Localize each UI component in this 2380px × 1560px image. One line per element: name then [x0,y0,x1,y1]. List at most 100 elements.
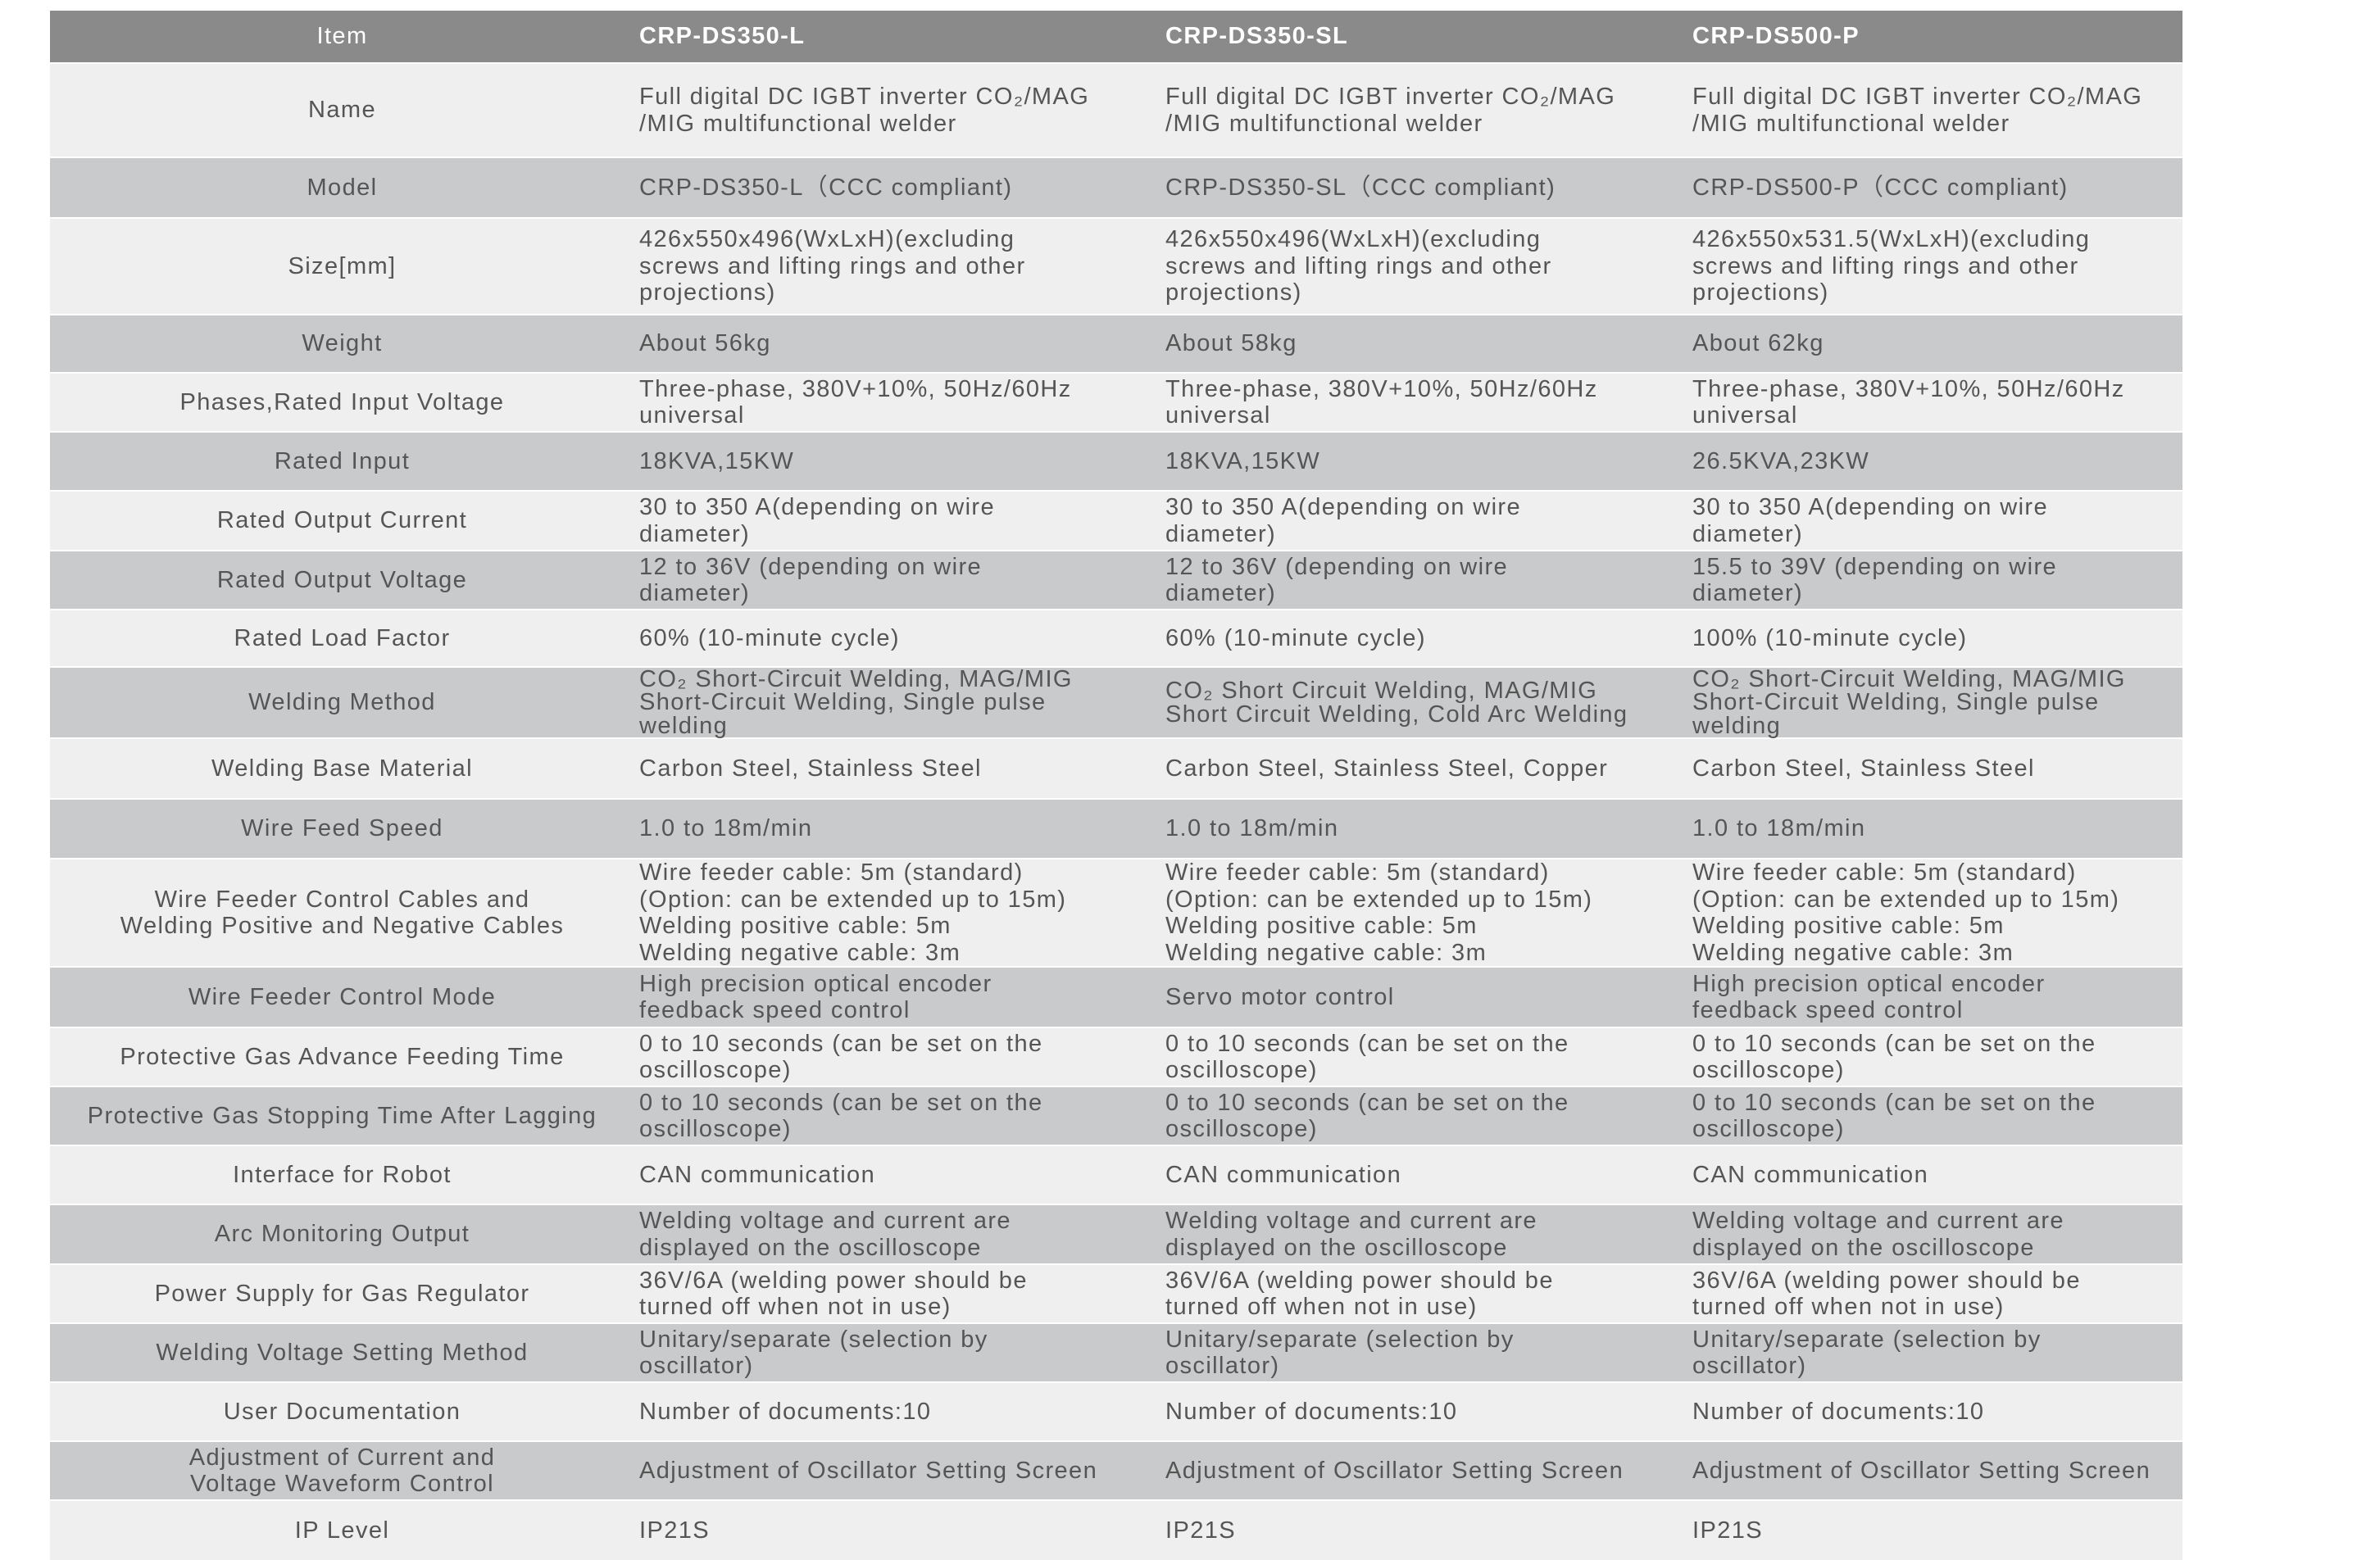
spec-value-model-3: Three-phase, 380V+10%, 50Hz/60Hz univers… [1684,373,2182,432]
spec-label: Rated Input [50,432,631,491]
spec-value-model-1: 18KVA,15KW [631,432,1157,491]
spec-row: Adjustment of Current and Voltage Wavefo… [50,1441,2182,1501]
spec-row: Wire Feed Speed 1.0 to 18m/min 1.0 to 18m/… [50,799,2182,859]
header-model-3: CRP-DS500-P [1684,10,2182,63]
spec-value-model-3: 100% (10-minute cycle) [1684,610,2182,667]
spec-row: Model CRP-DS350-L（CCC compliant) CRP-DS350… [50,157,2182,218]
header-model-2: CRP-DS350-SL [1157,10,1684,63]
spec-value-model-1: Adjustment of Oscillator Setting Screen [631,1441,1157,1501]
spec-value-model-2: 60% (10-minute cycle) [1157,610,1684,667]
spec-row: Phases,Rated Input Voltage Three-phase, 3… [50,373,2182,432]
spec-label: Size[mm] [50,218,631,315]
spec-body: Name Full digital DC IGBT inverter CO₂/MA… [50,63,2182,1560]
spec-value-model-2: Carbon Steel, Stainless Steel, Copper [1157,738,1684,800]
spec-value-model-2: Wire feeder cable: 5m (standard) (Option… [1157,859,1684,968]
spec-label: Weight [50,315,631,373]
spec-label: IP Level [50,1500,631,1560]
spec-value-model-2: 0 to 10 seconds (can be set on the oscil… [1157,1027,1684,1087]
spec-value-model-3: High precision optical encoder feedback … [1684,967,2182,1028]
header-item: Item [50,10,631,63]
spec-value-model-1: CRP-DS350-L（CCC compliant) [631,157,1157,218]
spec-row: Rated Output Current 30 to 350 A(dependin… [50,491,2182,551]
spec-value-model-1: CAN communication [631,1145,1157,1205]
spec-value-model-1: About 56kg [631,315,1157,373]
header-model-1: CRP-DS350-L [631,10,1157,63]
spec-label: Power Supply for Gas Regulator [50,1264,631,1324]
spec-row: Protective Gas Stopping Time After Laggi… [50,1086,2182,1146]
spec-label: Arc Monitoring Output [50,1204,631,1265]
spec-value-model-2: CAN communication [1157,1145,1684,1205]
spec-label: Name [50,63,631,157]
spec-value-model-2: Full digital DC IGBT inverter CO₂/MAG /M… [1157,63,1684,157]
spec-value-model-2: 12 to 36V (depending on wire diameter) [1157,551,1684,610]
spec-value-model-2: Welding voltage and current are displaye… [1157,1204,1684,1265]
spec-value-model-1: Three-phase, 380V+10%, 50Hz/60Hz univers… [631,373,1157,432]
spec-value-model-1: High precision optical encoder feedback … [631,967,1157,1028]
spec-value-model-3: IP21S [1684,1500,2182,1560]
spec-value-model-1: 30 to 350 A(depending on wire diameter) [631,491,1157,551]
spec-value-model-1: CO₂ Short-Circuit Welding, MAG/MIG Short… [631,667,1157,739]
spec-row: IP Level IP21S IP21S IP21S [50,1500,2182,1560]
spec-label: User Documentation [50,1382,631,1442]
spec-value-model-1: IP21S [631,1500,1157,1560]
spec-value-model-3: 426x550x531.5(WxLxH)(excluding screws an… [1684,218,2182,315]
spec-row: Interface for Robot CAN communication CAN … [50,1145,2182,1205]
spec-value-model-3: About 62kg [1684,315,2182,373]
spec-label: Wire Feeder Control Mode [50,967,631,1028]
spec-label: Rated Output Current [50,491,631,551]
spec-value-model-1: Unitary/separate (selection by oscillato… [631,1323,1157,1383]
spec-row: Welding Base Material Carbon Steel, Stain… [50,738,2182,800]
spec-value-model-1: 1.0 to 18m/min [631,799,1157,859]
spec-value-model-2: 0 to 10 seconds (can be set on the oscil… [1157,1086,1684,1146]
spec-row: Rated Input 18KVA,15KW 18KVA,15KW 26.5KVA,2… [50,432,2182,491]
spec-value-model-1: Full digital DC IGBT inverter CO₂/MAG /M… [631,63,1157,157]
spec-value-model-2: Adjustment of Oscillator Setting Screen [1157,1441,1684,1501]
spec-table: Item CRP-DS350-L CRP-DS350-SL CRP-DS500-… [50,9,2182,1560]
spec-value-model-2: About 58kg [1157,315,1684,373]
spec-value-model-1: Carbon Steel, Stainless Steel [631,738,1157,800]
spec-value-model-1: 0 to 10 seconds (can be set on the oscil… [631,1086,1157,1146]
spec-value-model-2: 18KVA,15KW [1157,432,1684,491]
spec-value-model-3: 1.0 to 18m/min [1684,799,2182,859]
spec-value-model-1: Wire feeder cable: 5m (standard) (Option… [631,859,1157,968]
spec-value-model-2: Number of documents:10 [1157,1382,1684,1442]
spec-label: Wire Feed Speed [50,799,631,859]
spec-label: Protective Gas Stopping Time After Laggi… [50,1086,631,1146]
spec-row: Rated Output Voltage 12 to 36V (depending… [50,551,2182,610]
spec-row: Protective Gas Advance Feeding Time 0 to … [50,1027,2182,1087]
spec-value-model-3: Wire feeder cable: 5m (standard) (Option… [1684,859,2182,968]
spec-label: Adjustment of Current and Voltage Wavefo… [50,1441,631,1501]
spec-value-model-1: 36V/6A (welding power should be turned o… [631,1264,1157,1324]
spec-value-model-3: 30 to 350 A(depending on wire diameter) [1684,491,2182,551]
spec-value-model-1: 12 to 36V (depending on wire diameter) [631,551,1157,610]
spec-value-model-1: Welding voltage and current are displaye… [631,1204,1157,1265]
spec-value-model-2: 36V/6A (welding power should be turned o… [1157,1264,1684,1324]
spec-value-model-3: Adjustment of Oscillator Setting Screen [1684,1441,2182,1501]
spec-row: Wire Feeder Control Cables and Welding P… [50,859,2182,968]
spec-value-model-1: 60% (10-minute cycle) [631,610,1157,667]
spec-value-model-3: 15.5 to 39V (depending on wire diameter) [1684,551,2182,610]
spec-label: Wire Feeder Control Cables and Welding P… [50,859,631,968]
spec-row: Rated Load Factor 60% (10-minute cycle) 60… [50,610,2182,667]
spec-label: Welding Method [50,667,631,739]
spec-value-model-1: 426x550x496(WxLxH)(excluding screws and … [631,218,1157,315]
spec-value-model-2: Unitary/separate (selection by oscillato… [1157,1323,1684,1383]
spec-row: Arc Monitoring Output Welding voltage and… [50,1204,2182,1265]
spec-row: Weight About 56kg About 58kg About 62kg [50,315,2182,373]
spec-label: Protective Gas Advance Feeding Time [50,1027,631,1087]
spec-label: Welding Base Material [50,738,631,800]
spec-label: Model [50,157,631,218]
spec-value-model-3: CO₂ Short-Circuit Welding, MAG/MIG Short… [1684,667,2182,739]
spec-value-model-1: 0 to 10 seconds (can be set on the oscil… [631,1027,1157,1087]
spec-label: Phases,Rated Input Voltage [50,373,631,432]
spec-label: Rated Load Factor [50,610,631,667]
spec-value-model-2: 426x550x496(WxLxH)(excluding screws and … [1157,218,1684,315]
spec-value-model-2: Three-phase, 380V+10%, 50Hz/60Hz univers… [1157,373,1684,432]
spec-value-model-2: 30 to 350 A(depending on wire diameter) [1157,491,1684,551]
spec-row: Wire Feeder Control Mode High precision o… [50,967,2182,1028]
spec-row: Name Full digital DC IGBT inverter CO₂/MA… [50,63,2182,157]
spec-value-model-2: CO₂ Short Circuit Welding, MAG/MIG Short… [1157,667,1684,739]
header-row: Item CRP-DS350-L CRP-DS350-SL CRP-DS500-… [50,10,2182,63]
spec-value-model-2: Servo motor control [1157,967,1684,1028]
spec-label: Rated Output Voltage [50,551,631,610]
